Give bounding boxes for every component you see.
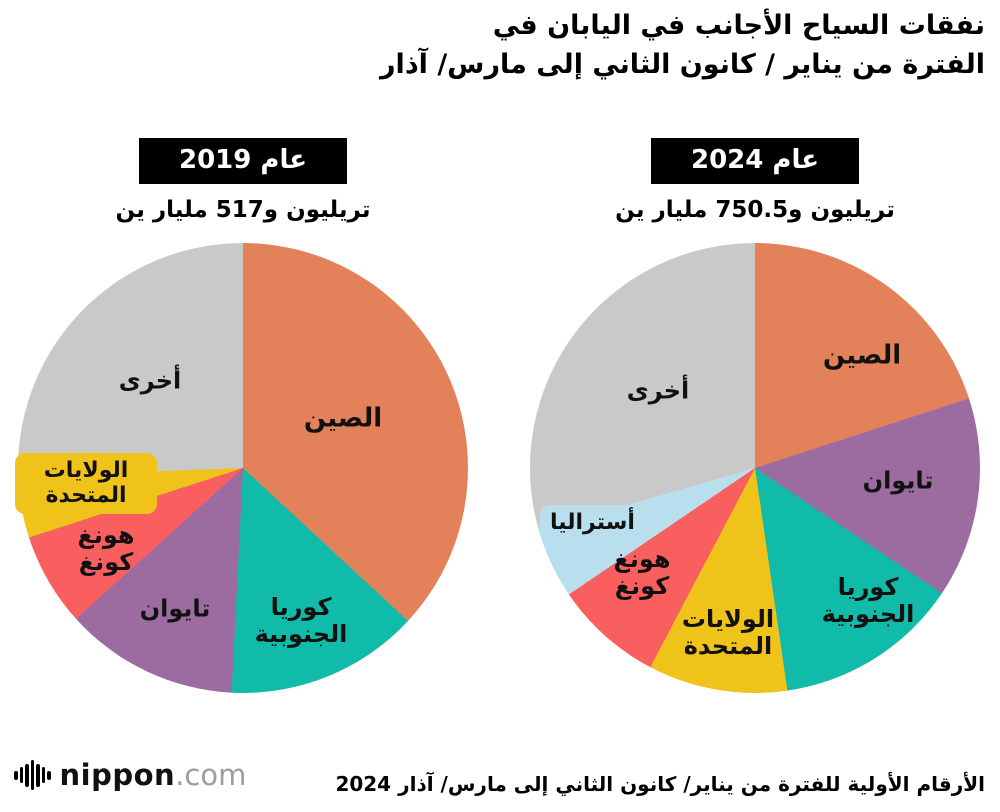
page-title: نفقات السياح الأجانب في اليابان في الفترة… — [380, 6, 985, 84]
page-title-line2: الفترة من يناير / كانون الثاني إلى مارس/… — [380, 49, 985, 81]
pie-label-united-states-2024: الولايات المتحدة — [681, 605, 775, 660]
pie-label-south-korea-2019: كوريا الجنوبية — [254, 593, 348, 648]
source-note: الأرقام الأولية للفترة من يناير/ كانون ا… — [335, 772, 985, 796]
pie-label-other-2019: أخرى — [118, 366, 182, 395]
logo-tld: .com — [175, 758, 247, 792]
year-badge-2024: عام 2024 — [650, 138, 859, 184]
page-title-line1: نفقات السياح الأجانب في اليابان في — [492, 10, 985, 41]
nippon-com-logo: nippon.com — [14, 758, 246, 792]
sound-wave-icon — [14, 759, 51, 791]
pie-label-china-2019: الصين — [303, 403, 383, 434]
logo-name: nippon — [59, 758, 176, 792]
pie-label-hong-kong-2019: هونغ كونغ — [77, 521, 135, 576]
pie-label-taiwan-2019: تايوان — [139, 594, 211, 623]
pie-label-hong-kong-2024: هونغ كونغ — [613, 545, 671, 600]
pie-label-united-states-2019: الولايات المتحدة — [15, 453, 157, 514]
pie-label-south-korea-2024: كوريا الجنوبية — [821, 573, 915, 628]
pie-label-australia-2024: أستراليا — [540, 505, 645, 541]
pie-chart-2019: الصين كوريا الجنوبية تايوان هونغ كونغ ال… — [15, 243, 468, 693]
chart-2019: عام 2019 تريليون و517 مليار ين الصين كور… — [15, 138, 468, 693]
pie-label-other-2024: أخرى — [626, 376, 690, 405]
pie-label-taiwan-2024: تايوان — [862, 466, 934, 495]
pie-label-china-2024: الصين — [822, 340, 902, 371]
year-badge-2019: عام 2019 — [138, 138, 347, 184]
logo-wordmark: nippon.com — [60, 758, 247, 792]
pie-chart-2024: الصين تايوان كوريا الجنوبية الولايات الم… — [530, 243, 980, 693]
chart-2024: عام 2024 تريليون و750.5 مليار ين الصين ت… — [530, 138, 980, 693]
total-2019: تريليون و517 مليار ين — [115, 197, 371, 223]
total-2024: تريليون و750.5 مليار ين — [615, 197, 895, 223]
